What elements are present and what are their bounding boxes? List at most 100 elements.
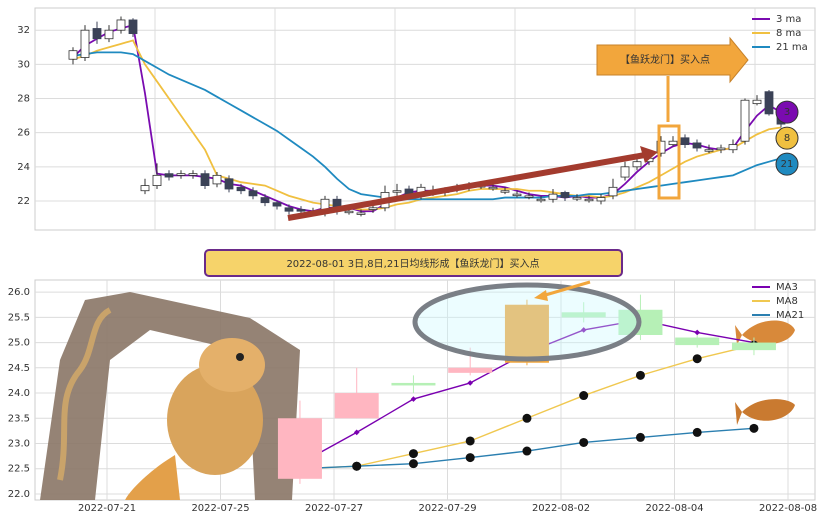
candle-body <box>656 140 666 154</box>
candle-body <box>200 173 210 186</box>
x-tick-label: 2022-08-04 <box>645 503 703 514</box>
fish-illustration <box>735 320 795 345</box>
ma-marker <box>465 453 475 463</box>
candle-body <box>675 337 720 346</box>
candle-body <box>561 312 606 318</box>
y-tick-label: 25.0 <box>8 338 30 349</box>
ma-marker <box>579 391 589 401</box>
candle-body <box>104 29 114 40</box>
candle-body <box>176 173 186 176</box>
legend-label: MA21 <box>776 310 804 321</box>
x-tick-label: 2022-07-29 <box>418 503 476 514</box>
x-tick-label: 2022-07-27 <box>305 503 363 514</box>
candle-body <box>248 190 258 197</box>
highlight-ellipse <box>412 282 642 362</box>
candle-body <box>716 147 726 151</box>
candle-body <box>728 144 738 151</box>
candle-body <box>356 212 366 215</box>
candle-body <box>391 382 436 386</box>
candle-body <box>752 99 762 105</box>
ma-marker <box>635 370 645 380</box>
candle-body <box>128 19 138 35</box>
y-tick-label: 23.0 <box>8 438 30 449</box>
candle-body <box>620 166 630 178</box>
candle-body <box>764 91 774 115</box>
end-label-circle <box>775 100 799 124</box>
ma-marker <box>522 413 532 423</box>
y-tick-label: 32 <box>17 25 30 36</box>
candle-body <box>572 197 582 200</box>
x-tick-label: 2022-08-02 <box>532 503 590 514</box>
candle-body <box>392 190 402 193</box>
dog-body <box>167 365 263 475</box>
ma-marker <box>692 427 702 437</box>
candle-body <box>668 140 678 146</box>
ma-marker <box>580 327 587 333</box>
candle-body <box>596 197 606 202</box>
y-tick-label: 23.5 <box>8 413 30 424</box>
y-tick-label: 22.0 <box>8 489 30 500</box>
ma-marker <box>579 437 589 447</box>
ma-marker <box>410 396 417 402</box>
y-tick-label: 30 <box>17 59 30 70</box>
candle-body <box>236 186 246 192</box>
candle-body <box>704 149 714 152</box>
legend-label: 8 ma <box>776 28 801 39</box>
chart-title: 2022-08-01 3日,8日,21日均线形成【鱼跃龙门】买入点 <box>286 257 539 270</box>
x-tick-label: 2022-07-21 <box>78 503 136 514</box>
candle-body <box>504 304 549 363</box>
candle-body <box>448 367 493 373</box>
candle-body <box>334 393 379 419</box>
highlight-box <box>657 124 681 200</box>
y-tick-label: 22.5 <box>8 464 30 475</box>
ma-marker <box>635 432 645 442</box>
pointer-arrow-head <box>534 290 548 301</box>
candle-body <box>212 174 222 185</box>
y-tick-label: 25.5 <box>8 312 30 323</box>
candle-body <box>164 173 174 178</box>
candle-body <box>608 186 618 197</box>
candle-body <box>584 198 594 202</box>
candle-body <box>116 19 126 31</box>
legend-label: 3 ma <box>776 14 801 25</box>
ma-marker <box>692 354 702 364</box>
y-tick-label: 26.0 <box>8 287 30 298</box>
fish-illustration <box>735 399 795 425</box>
ma-marker <box>694 329 701 336</box>
candle-body <box>260 197 270 204</box>
dog-head <box>199 338 265 392</box>
x-tick-label: 2022-07-25 <box>191 503 249 514</box>
candle-body <box>560 192 570 198</box>
ma-marker <box>408 449 418 459</box>
candle-body <box>152 174 162 187</box>
ma-line <box>72 51 782 201</box>
candle-body <box>284 207 294 212</box>
y-tick-label: 26 <box>17 128 30 139</box>
trend-arrow-head <box>640 146 658 163</box>
end-label: 8 <box>784 133 790 144</box>
candle-body <box>272 202 282 207</box>
candle-body <box>224 178 234 190</box>
y-tick-label: 28 <box>17 94 30 105</box>
ma-marker <box>353 429 360 436</box>
dog-eye <box>236 353 244 361</box>
candle-body <box>548 193 558 200</box>
candle-body <box>80 29 90 58</box>
candle-body <box>512 193 522 197</box>
ma-marker <box>749 423 759 433</box>
end-label-circle <box>775 126 799 150</box>
title-box <box>204 249 623 277</box>
candle-body <box>68 50 78 60</box>
gate-carving <box>57 307 112 481</box>
y-tick-label: 24.5 <box>8 363 30 374</box>
ma-marker <box>352 461 362 471</box>
candle-body <box>524 195 534 198</box>
candle-body <box>731 342 776 351</box>
candle-body <box>500 190 510 193</box>
legend-label: 21 ma <box>776 42 808 53</box>
candle-body <box>488 186 498 190</box>
candle-body <box>92 28 102 40</box>
y-tick-label: 22 <box>17 196 30 207</box>
ma-marker <box>465 436 475 446</box>
